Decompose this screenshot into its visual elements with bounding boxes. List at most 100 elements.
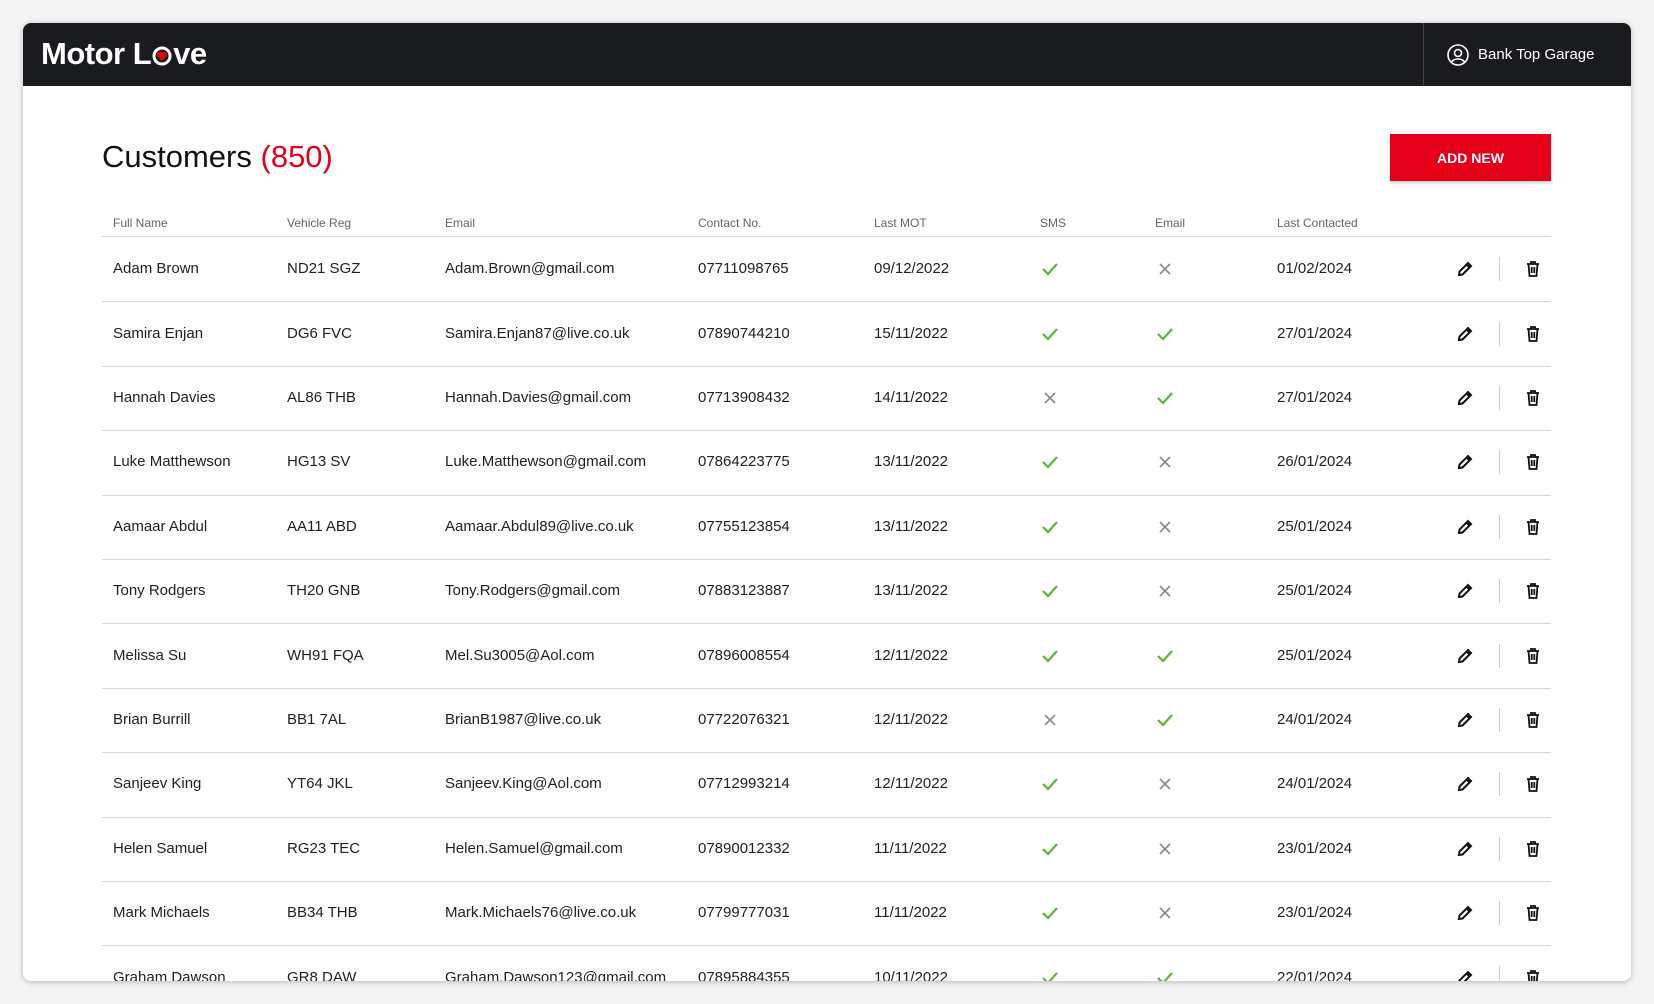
- edit-button[interactable]: [1455, 388, 1475, 408]
- cross-icon: [1155, 581, 1175, 601]
- edit-button[interactable]: [1455, 903, 1475, 923]
- cell-contacted: 01/02/2024: [1277, 260, 1353, 278]
- cell-contacted: 25/01/2024: [1277, 517, 1353, 535]
- delete-button[interactable]: [1523, 452, 1543, 472]
- edit-button[interactable]: [1455, 710, 1475, 730]
- edit-button[interactable]: [1455, 646, 1475, 666]
- add-new-button[interactable]: ADD NEW: [1390, 134, 1551, 181]
- action-divider: [1499, 450, 1500, 475]
- delete-button[interactable]: [1523, 259, 1543, 279]
- delete-button[interactable]: [1523, 581, 1543, 601]
- delete-button[interactable]: [1523, 774, 1543, 794]
- cell-phone: 07712993214: [698, 775, 790, 793]
- row-divider: [102, 881, 1551, 882]
- row-divider: [102, 494, 1551, 496]
- account-menu[interactable]: Bank Top Garage: [1423, 23, 1631, 86]
- cell-contacted: 25/01/2024: [1277, 582, 1353, 600]
- column-header: Full Name: [113, 216, 168, 230]
- check-icon: [1040, 517, 1060, 537]
- header-divider: [102, 236, 1551, 237]
- edit-button[interactable]: [1455, 774, 1475, 794]
- delete-button[interactable]: [1523, 903, 1543, 923]
- edit-button[interactable]: [1455, 839, 1475, 859]
- cell-contacted: 27/01/2024: [1277, 389, 1353, 406]
- action-divider: [1499, 708, 1500, 732]
- delete-button[interactable]: [1523, 710, 1543, 730]
- logo[interactable]: Motor L ve: [41, 36, 207, 72]
- cell-mot: 09/12/2022: [874, 260, 950, 278]
- column-header: Contact No.: [698, 216, 762, 230]
- cell-mot: 12/11/2022: [874, 775, 948, 793]
- check-icon: [1155, 324, 1175, 344]
- title-text: Customers: [102, 139, 252, 174]
- cross-icon: [1040, 710, 1060, 730]
- row-divider: [102, 752, 1551, 754]
- cell-reg: YT64 JKL: [287, 775, 353, 793]
- top-bar: Motor L ve Bank Top Garage: [23, 23, 1631, 86]
- action-divider: [1499, 386, 1500, 410]
- cell-phone: 07890744210: [698, 324, 790, 342]
- action-divider: [1499, 643, 1500, 668]
- delete-button[interactable]: [1523, 646, 1543, 666]
- delete-button[interactable]: [1523, 968, 1543, 981]
- cell-mot: 11/11/2022: [874, 839, 947, 857]
- cell-name: Mark Michaels: [113, 904, 210, 922]
- action-divider: [1499, 901, 1500, 926]
- edit-button[interactable]: [1455, 452, 1475, 472]
- cell-reg: WH91 FQA: [287, 646, 364, 664]
- check-icon: [1040, 452, 1060, 472]
- delete-button[interactable]: [1523, 839, 1543, 859]
- column-header: SMS: [1040, 216, 1067, 230]
- cell-name: Graham Dawson: [113, 968, 226, 981]
- cross-icon: [1155, 517, 1175, 537]
- action-divider: [1499, 321, 1500, 346]
- edit-button[interactable]: [1455, 968, 1475, 981]
- edit-button[interactable]: [1455, 517, 1475, 537]
- row-divider: [102, 687, 1551, 689]
- delete-button[interactable]: [1523, 517, 1543, 537]
- check-icon: [1040, 581, 1060, 601]
- action-divider: [1499, 965, 1500, 981]
- row-divider: [102, 945, 1551, 947]
- row-divider: [102, 430, 1551, 432]
- column-header: Vehicle Reg: [287, 216, 352, 230]
- cross-icon: [1155, 259, 1175, 279]
- edit-button[interactable]: [1455, 324, 1475, 344]
- cell-reg: TH20 GNB: [287, 582, 361, 600]
- cross-icon: [1040, 388, 1060, 408]
- check-icon: [1155, 968, 1175, 981]
- cell-name: Brian Burrill: [113, 711, 191, 728]
- page-title: Customers (850): [102, 139, 333, 175]
- cell-email: BrianB1987@live.co.uk: [445, 711, 602, 728]
- row-divider: [102, 623, 1551, 625]
- cell-email: Aamaar.Abdul89@live.co.uk: [445, 517, 634, 535]
- column-header: Last MOT: [874, 216, 927, 230]
- check-icon: [1040, 968, 1060, 981]
- account-name: Bank Top Garage: [1478, 46, 1595, 63]
- cell-email: Sanjeev.King@Aol.com: [445, 775, 602, 793]
- check-icon: [1040, 839, 1060, 859]
- column-header: Email: [445, 216, 476, 230]
- cell-name: Adam Brown: [113, 260, 199, 278]
- cell-email: Mel.Su3005@Aol.com: [445, 646, 595, 664]
- app-window: Motor L ve Bank Top Garage Customers (850…: [23, 23, 1631, 981]
- cell-phone: 07895884355: [698, 968, 790, 981]
- delete-button[interactable]: [1523, 324, 1543, 344]
- cell-email: Tony.Rodgers@gmail.com: [445, 582, 621, 600]
- cell-name: Hannah Davies: [113, 389, 216, 406]
- cell-reg: ND21 SGZ: [287, 260, 361, 278]
- row-divider: [102, 301, 1551, 303]
- cell-phone: 07896008554: [698, 646, 790, 664]
- action-divider: [1499, 514, 1500, 539]
- edit-button[interactable]: [1455, 581, 1475, 601]
- customer-count: (850): [260, 139, 333, 174]
- cell-phone: 07722076321: [698, 711, 790, 728]
- cell-email: Hannah.Davies@gmail.com: [445, 389, 632, 406]
- edit-button[interactable]: [1455, 259, 1475, 279]
- cell-email: Luke.Matthewson@gmail.com: [445, 453, 647, 471]
- delete-button[interactable]: [1523, 388, 1543, 408]
- cell-email: Adam.Brown@gmail.com: [445, 260, 615, 278]
- cell-mot: 15/11/2022: [874, 324, 948, 342]
- cell-name: Melissa Su: [113, 646, 187, 664]
- check-icon: [1040, 259, 1060, 279]
